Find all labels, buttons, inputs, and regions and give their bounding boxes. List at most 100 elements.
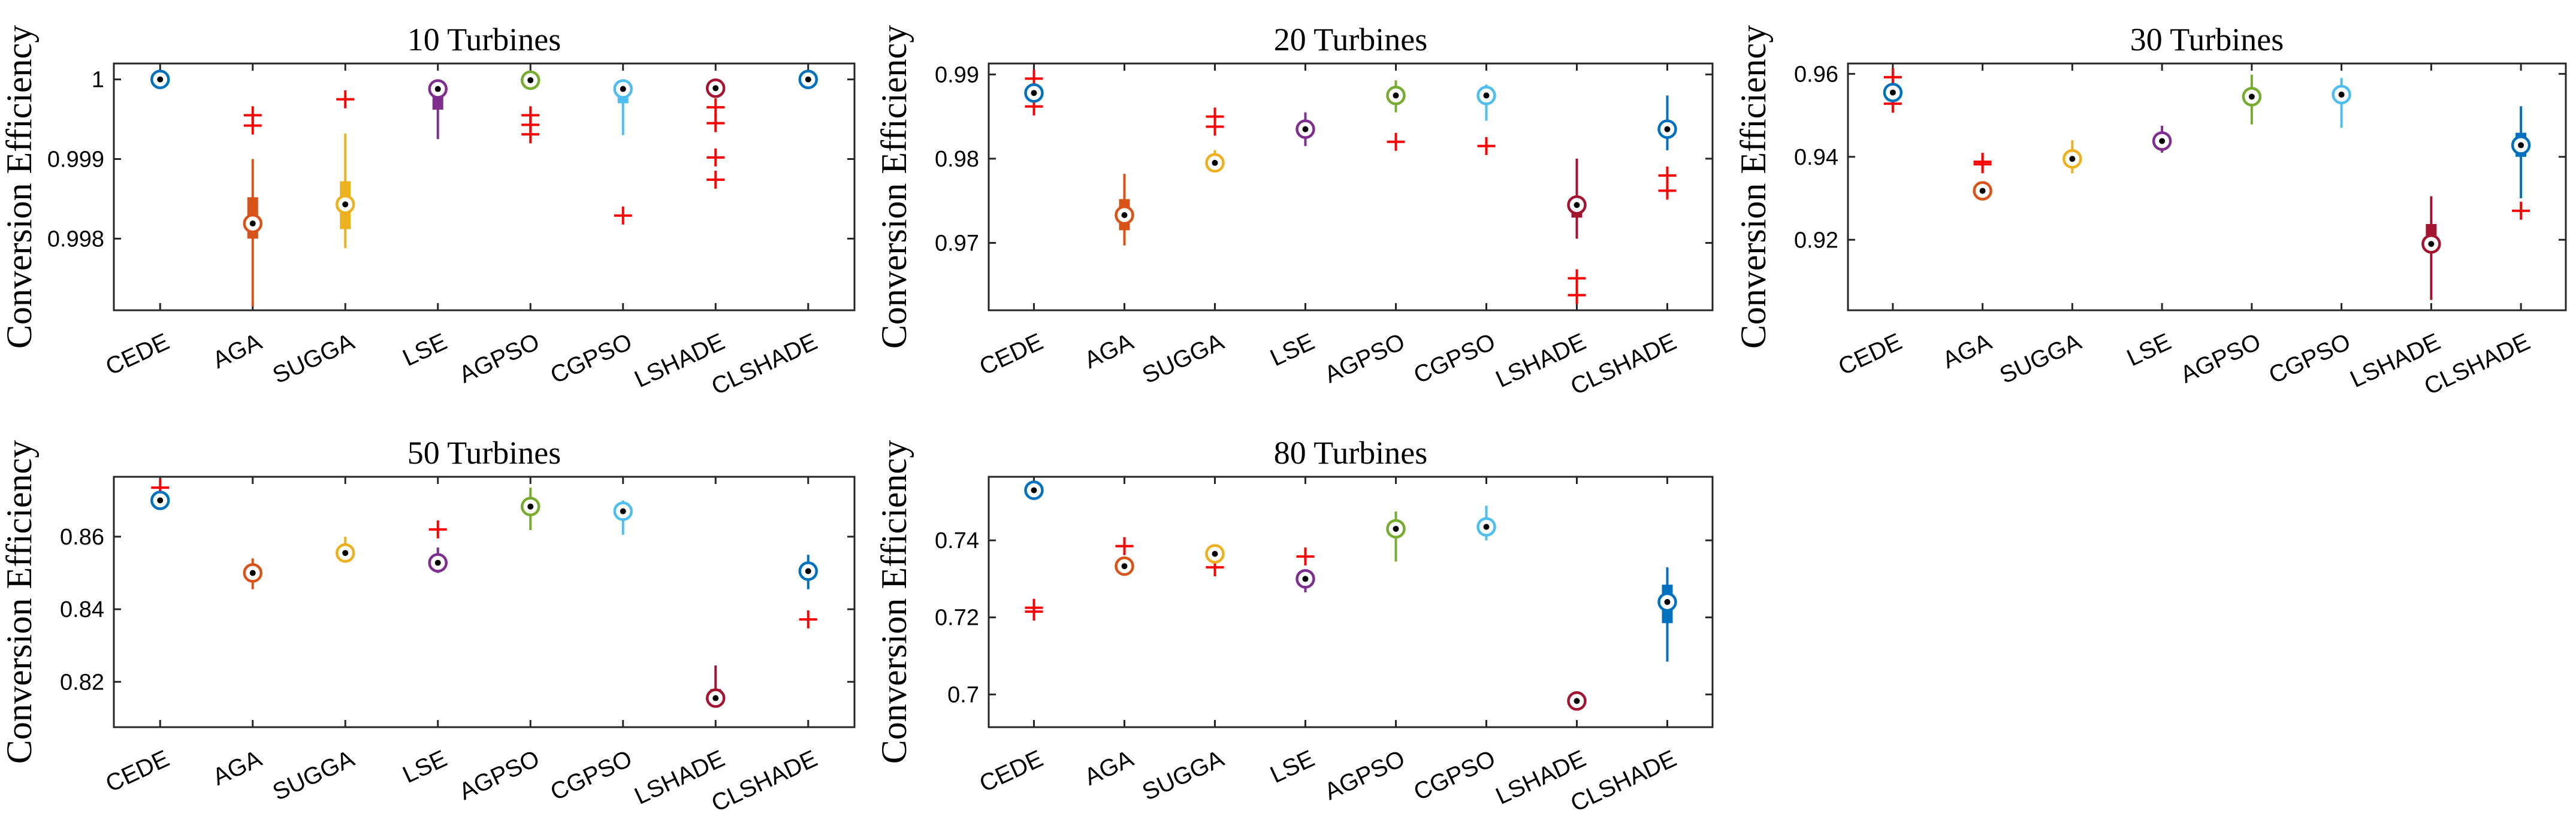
box-lse (428, 79, 448, 140)
x-tick-label: AGA (1938, 328, 1995, 374)
box-cede (150, 69, 170, 89)
x-tick-label: CGPSO (2265, 328, 2355, 389)
y-tick-label: 1 (92, 68, 104, 93)
outlier-marker (1206, 117, 1224, 136)
median-dot (249, 220, 256, 227)
outlier-marker (799, 610, 817, 629)
box-clshade (2511, 106, 2531, 220)
median-dot (805, 76, 811, 83)
y-axis-label: Conversion Efficiency (874, 440, 914, 764)
outlier-marker (1568, 269, 1586, 288)
x-tick-label: LSE (398, 328, 451, 371)
box-agpso (521, 488, 540, 531)
median-dot (620, 508, 626, 515)
x-tick-label: CGPSO (546, 328, 636, 389)
median-dot (1302, 576, 1309, 582)
median-dot (1393, 525, 1399, 532)
median-dot (1483, 92, 1490, 99)
median-dot (2428, 241, 2435, 247)
median-dot (2518, 142, 2524, 149)
box-lse (1295, 112, 1315, 146)
median-dot (1483, 524, 1490, 530)
chart-title: 80 Turbines (1274, 435, 1428, 471)
median-dot (1212, 159, 1218, 166)
median-dot (1574, 698, 1580, 704)
box-lshade (706, 78, 726, 189)
outlier-marker (1387, 132, 1405, 151)
x-tick-label: SUGGA (1996, 328, 2086, 389)
box-aga (243, 106, 262, 307)
median-dot (1393, 92, 1399, 99)
median-dot (1031, 487, 1037, 494)
median-dot (712, 695, 719, 701)
y-tick-label: 0.72 (935, 606, 979, 631)
median-dot (1979, 187, 1986, 194)
y-axis-label: Conversion Efficiency (0, 25, 39, 349)
median-dot (527, 77, 534, 83)
x-tick-label: CEDE (102, 745, 173, 797)
y-tick-label: 0.92 (1794, 228, 1838, 253)
outlier-marker (336, 90, 355, 108)
x-tick-label: AGA (1080, 745, 1137, 791)
box-aga (1115, 174, 1134, 246)
median-dot (1302, 126, 1309, 132)
outlier-marker (2512, 201, 2530, 220)
outlier-marker (706, 98, 725, 117)
x-tick-label: CLSHADE (708, 745, 822, 817)
outlier-marker (1568, 286, 1586, 304)
box-aga (243, 558, 262, 589)
x-tick-label: SUGGA (1138, 328, 1228, 389)
box-lshade (706, 665, 726, 708)
x-tick-label: CEDE (976, 745, 1047, 797)
outlier-marker (428, 520, 447, 538)
y-tick-label: 0.86 (60, 525, 104, 550)
y-tick-label: 0.97 (935, 231, 979, 256)
median-dot (1664, 126, 1671, 132)
chart-title: 30 Turbines (2130, 22, 2284, 58)
box-agpso (2242, 74, 2262, 125)
outlier-marker (614, 206, 632, 225)
median-dot (620, 86, 626, 92)
x-tick-label: AGA (1080, 328, 1137, 374)
axes-frame (987, 62, 1714, 311)
box-cede (1024, 480, 1044, 621)
x-tick-label: LSE (1266, 745, 1318, 788)
box-cgpso (2332, 78, 2351, 128)
box-lse (428, 520, 448, 573)
box-lshade (2421, 196, 2441, 300)
box-agpso (1386, 80, 1406, 151)
box-sugga (2062, 140, 2082, 174)
x-tick-label: CGPSO (546, 745, 636, 806)
x-tick-label: CGPSO (1410, 328, 1500, 389)
box-clshade (798, 555, 818, 629)
outlier-marker (706, 148, 725, 167)
chart-title: 20 Turbines (1274, 22, 1428, 58)
x-tick-label: SUGGA (1138, 745, 1228, 806)
x-tick-label: AGPSO (1321, 328, 1409, 388)
x-tick-label: LSE (398, 745, 451, 788)
x-tick-label: SUGGA (269, 745, 359, 806)
outlier-marker (706, 171, 725, 189)
outlier-marker (1115, 537, 1134, 555)
median-dot (1574, 202, 1580, 208)
chart-title: 50 Turbines (407, 435, 561, 471)
median-dot (2069, 156, 2076, 162)
box-aga (1115, 537, 1134, 576)
box-cede (1883, 68, 1903, 113)
x-tick-label: CGPSO (1410, 745, 1500, 806)
axes-frame (1847, 62, 2567, 311)
box-aga (1973, 153, 1992, 201)
outlier-marker (1025, 603, 1043, 621)
box-sugga (336, 90, 355, 249)
x-tick-label: AGPSO (1321, 745, 1409, 805)
y-tick-label: 0.999 (47, 147, 104, 172)
y-tick-label: 0.7 (947, 682, 979, 707)
x-tick-label: CLSHADE (708, 328, 822, 400)
box-cede (1024, 69, 1044, 116)
axes-frame (987, 476, 1714, 728)
median-dot (434, 86, 441, 92)
y-tick-label: 0.99 (935, 62, 979, 87)
y-tick-label: 0.96 (1794, 62, 1838, 87)
median-dot (805, 568, 811, 574)
